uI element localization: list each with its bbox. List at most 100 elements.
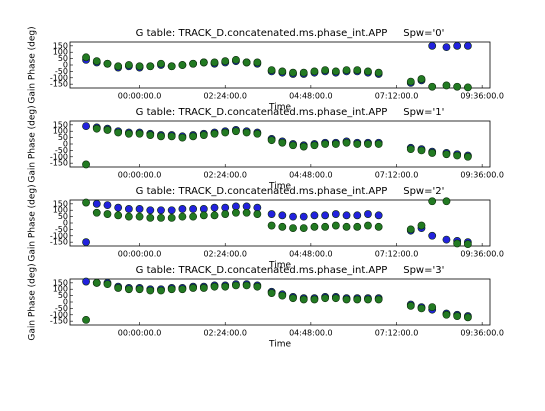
point (242, 58, 251, 67)
point (253, 129, 262, 138)
point (232, 127, 240, 136)
x-tick-label: 09:36:00.0 (460, 250, 504, 259)
point (146, 286, 155, 295)
point (242, 128, 251, 137)
point (267, 66, 276, 75)
point (417, 146, 426, 155)
point (199, 211, 208, 220)
point (210, 282, 219, 291)
x-tick-label: 02:24:00.0 (203, 171, 247, 180)
point (124, 285, 133, 294)
point (146, 213, 155, 222)
point (210, 58, 219, 67)
point (157, 206, 165, 215)
point (364, 210, 372, 218)
point (253, 58, 262, 67)
point (278, 138, 287, 147)
y-tick-label: -50 (55, 67, 68, 76)
point (289, 294, 297, 303)
subplot: G table: TRACK_D.concatenated.ms.phase_i… (28, 26, 504, 112)
point (157, 132, 165, 141)
point (124, 212, 133, 221)
point (428, 303, 437, 312)
y-tick-label: -150 (50, 159, 68, 168)
point (135, 129, 144, 138)
point (453, 239, 462, 248)
point (232, 208, 240, 217)
x-tick-label: 07:12:00.0 (375, 329, 419, 338)
point (92, 199, 101, 208)
x-tick-label: 00:00:00.0 (118, 329, 162, 338)
x-tick-label: 00:00:00.0 (118, 171, 162, 180)
subplot-title: G table: TRACK_D.concatenated.ms.phase_i… (136, 186, 445, 197)
y-tick-label: -150 (50, 238, 68, 247)
y-tick-label: 50 (58, 212, 68, 221)
plot-area (69, 41, 491, 89)
y-tick-label: -100 (50, 231, 68, 240)
y-tick-label: 150 (53, 278, 68, 287)
point (442, 197, 451, 206)
point (321, 294, 330, 303)
point (364, 221, 372, 230)
subplot-title: G table: TRACK_D.concatenated.ms.phase_i… (136, 28, 445, 39)
point (442, 150, 451, 159)
point (278, 67, 287, 76)
point (299, 295, 308, 304)
point (453, 151, 462, 160)
point (417, 221, 426, 230)
y-axis-label: Gain Phase (deg) (28, 184, 38, 261)
x-tick-label: 09:36:00.0 (460, 329, 504, 338)
point (331, 210, 340, 218)
point (428, 82, 437, 91)
y-axis-label: Gain Phase (deg) (28, 26, 38, 103)
y-tick-label: 100 (53, 48, 68, 57)
x-tick-label: 02:24:00.0 (203, 329, 247, 338)
subplot: G table: TRACK_D.concatenated.ms.phase_i… (28, 263, 504, 349)
point (242, 281, 251, 290)
point (353, 140, 362, 148)
point (342, 211, 351, 220)
point (82, 160, 90, 169)
point (374, 68, 383, 77)
point (299, 142, 308, 151)
point (114, 211, 123, 220)
y-tick-label: -50 (55, 304, 68, 313)
point (221, 210, 230, 218)
point (103, 201, 112, 210)
point (82, 238, 90, 247)
point (82, 277, 90, 286)
x-axis-label: Time (268, 340, 291, 350)
point (310, 141, 319, 150)
point (289, 141, 297, 150)
point (463, 83, 472, 92)
point (463, 313, 472, 322)
point (417, 75, 426, 83)
x-tick-label: 09:36:00.0 (460, 171, 504, 180)
point (146, 131, 155, 139)
point (453, 82, 462, 91)
point (353, 211, 362, 220)
point (310, 295, 319, 304)
point (267, 289, 276, 297)
point (321, 66, 330, 75)
y-tick-label: -50 (55, 146, 68, 155)
point (210, 211, 219, 220)
point (92, 278, 101, 287)
point (167, 206, 176, 215)
subplot-title: G table: TRACK_D.concatenated.ms.phase_i… (136, 107, 445, 118)
point (124, 129, 133, 138)
point (267, 221, 276, 230)
point (428, 197, 437, 206)
subplot-title: G table: TRACK_D.concatenated.ms.phase_i… (136, 265, 445, 276)
point (114, 62, 123, 71)
point (406, 77, 415, 86)
point (124, 61, 133, 69)
point (321, 211, 330, 220)
point (417, 304, 426, 313)
point (442, 43, 451, 52)
point (289, 68, 297, 77)
y-tick-label: 100 (53, 285, 68, 294)
point (103, 126, 112, 134)
point (353, 222, 362, 231)
point (428, 231, 437, 240)
